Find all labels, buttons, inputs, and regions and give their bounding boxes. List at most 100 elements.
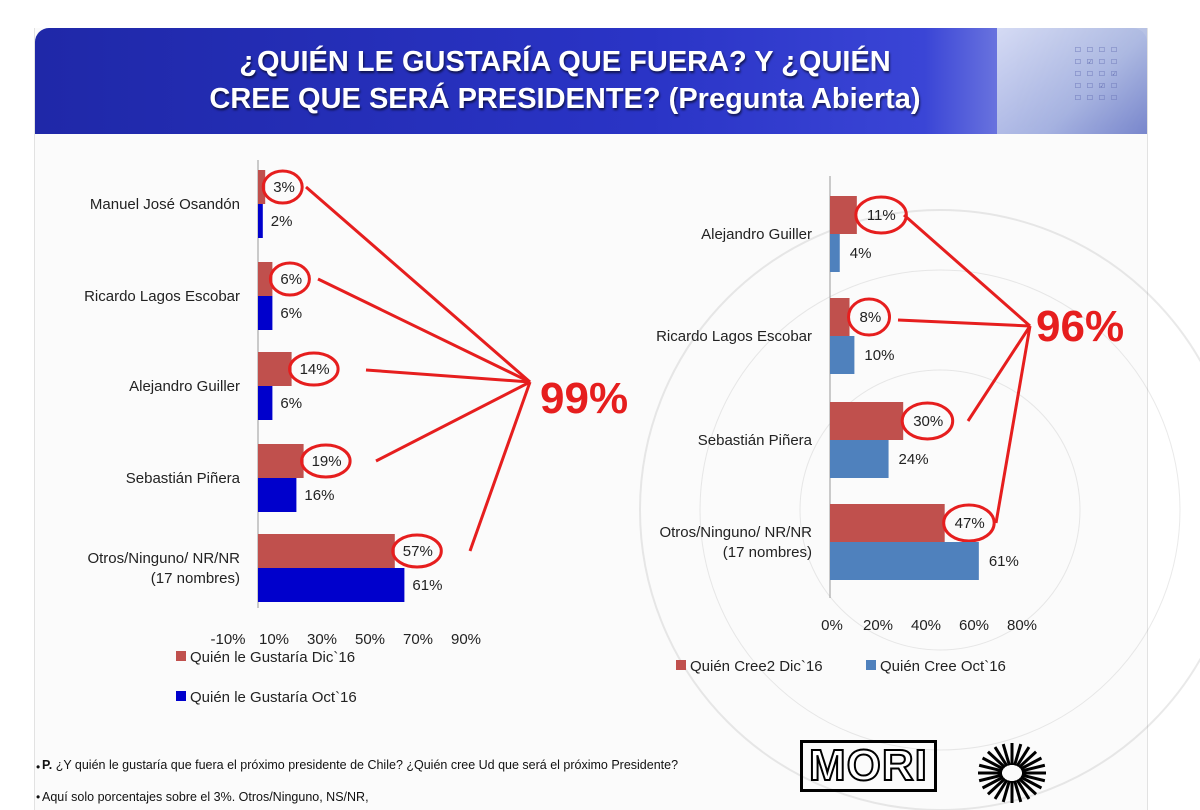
left-data-label-dic: 57%: [403, 543, 433, 560]
left-bar-dic: [258, 170, 266, 204]
right-bar-oct: [830, 440, 889, 478]
right-category-label: Alejandro Guiller: [701, 226, 812, 243]
mori-logo: MORI: [800, 740, 937, 792]
right-bar-oct: [830, 542, 979, 580]
background-compass: [639, 209, 1200, 810]
right-annotation-connector: [994, 325, 1032, 524]
left-legend-swatch-dic: [176, 651, 186, 661]
left-category-label: Manuel José Osandón: [90, 196, 240, 213]
right-bar-oct: [830, 234, 840, 272]
right-data-label-dic: 8%: [860, 309, 882, 326]
right-category-label: Sebastián Piñera: [698, 432, 813, 449]
left-bar-oct: [258, 296, 273, 330]
right-category-label: Otros/Ninguno/ NR/NR (17 nombres): [659, 524, 812, 561]
header-ballot-photo: ☐ ☐ ☐ ☐ ☐ ☑ ☐ ☐ ☐ ☐ ☐ ☑ ☐ ☐ ☑ ☐ ☐ ☐ ☐ ☐: [997, 28, 1147, 134]
right-data-label-oct: 10%: [864, 347, 894, 364]
slide: ☐ ☐ ☐ ☐ ☐ ☑ ☐ ☐ ☐ ☐ ☐ ☑ ☐ ☐ ☑ ☐ ☐ ☐ ☐ ☐ ¿QUI…: [34, 28, 1148, 810]
page-title: ¿QUIÉN LE GUSTARÍA QUE FUERA? Y ¿QUIÉN C…: [95, 44, 1035, 118]
left-highlight-circle: [288, 351, 340, 387]
left-bar-oct: [258, 568, 405, 602]
left-data-label-dic: 19%: [312, 453, 342, 470]
left-data-label-oct: 6%: [280, 305, 302, 322]
footer-bullet-1: •: [36, 760, 41, 774]
left-category-label: Sebastián Piñera: [126, 470, 241, 487]
right-x-tick-label: 20%: [863, 617, 893, 634]
left-bar-oct: [258, 478, 297, 512]
left-data-label-oct: 16%: [304, 487, 334, 504]
left-legend-label-dic: Quién le Gustaría Dic`16: [190, 649, 355, 666]
left-legend: Quién le Gustaría Dic`16 Quién le Gustar…: [176, 649, 357, 706]
right-x-tick-label: 80%: [1007, 617, 1037, 634]
left-highlight-circle: [261, 169, 304, 205]
right-annotation-connector: [897, 318, 1031, 328]
left-category-label: Alejandro Guiller: [129, 378, 240, 395]
left-annotation-connector: [317, 277, 531, 384]
right-total-annotation: 96%: [1036, 302, 1124, 351]
left-data-label-oct: 2%: [271, 213, 293, 230]
left-highlight-circle: [391, 533, 443, 569]
right-data-label-dic: 30%: [913, 413, 943, 430]
right-category-label: Ricardo Lagos Escobar: [656, 328, 812, 345]
header-banner: ☐ ☐ ☐ ☐ ☐ ☑ ☐ ☐ ☐ ☐ ☐ ☑ ☐ ☐ ☑ ☐ ☐ ☐ ☐ ☐ ¿QUI…: [35, 28, 1147, 134]
left-x-tick-label: 90%: [451, 631, 481, 648]
right-data-label-oct: 24%: [899, 451, 929, 468]
left-annotation-connector: [468, 381, 532, 552]
left-x-tick-label: 70%: [403, 631, 433, 648]
left-data-label-oct: 61%: [412, 577, 442, 594]
right-highlight-circle: [847, 297, 892, 337]
left-data-label-dic: 6%: [280, 271, 302, 288]
right-legend-swatch-dic: [676, 660, 686, 670]
right-annotation-connector: [966, 325, 1032, 422]
left-legend-swatch-oct: [176, 691, 186, 701]
left-annotation-connector: [305, 185, 531, 384]
right-x-tick-label: 0%: [821, 617, 843, 634]
mori-sun-icon: [978, 743, 1046, 803]
left-category-label: Otros/Ninguno/ NR/NR (17 nombres): [87, 550, 240, 587]
left-bar-dic: [258, 534, 395, 568]
right-bar-dic: [830, 196, 857, 234]
question-label: P.: [42, 758, 53, 772]
right-data-label-dic: 47%: [955, 515, 985, 532]
left-annotation-connector: [375, 380, 531, 463]
left-legend-label-oct: Quién le Gustaría Oct`16: [190, 689, 357, 706]
footnote-note: Aquí solo porcentajes sobre el 3%. Otros…: [42, 790, 369, 804]
left-highlight-circle: [268, 261, 311, 297]
left-bar-oct: [258, 386, 273, 420]
title-line-1: ¿QUIÉN LE GUSTARÍA QUE FUERA? Y ¿QUIÉN: [239, 46, 891, 78]
right-bar-dic: [830, 504, 945, 542]
right-legend: Quién Cree2 Dic`16 Quién Cree Oct`16: [676, 658, 1006, 675]
left-x-tick-label: 10%: [259, 631, 289, 648]
right-chart: Alejandro Guiller Ricardo Lagos Escobar Se…: [656, 176, 1037, 634]
left-annotation-connector: [365, 368, 531, 384]
right-data-label-oct: 61%: [989, 553, 1019, 570]
question-text: ¿Y quién le gustaría que fuera el próxim…: [55, 758, 679, 772]
title-line-2: CREE QUE SERÁ PRESIDENTE? (Pregunta Abie…: [209, 83, 921, 115]
footnote-question: P. ¿Y quién le gustaría que fuera el pró…: [42, 758, 782, 772]
right-x-tick-label: 40%: [911, 617, 941, 634]
left-x-tick-label: -10%: [210, 631, 245, 648]
left-bar-oct: [258, 204, 263, 238]
left-bar-dic: [258, 352, 292, 386]
left-data-label-dic: 3%: [273, 179, 295, 196]
left-chart: Manuel José Osandón Ricardo Lagos Escobar…: [84, 160, 481, 648]
left-total-annotation: 99%: [540, 374, 628, 423]
footer-bullet-2: •: [36, 790, 41, 804]
right-annotation-connector: [903, 213, 1031, 328]
left-data-label-dic: 14%: [300, 361, 330, 378]
right-data-label-oct: 4%: [850, 245, 872, 262]
right-highlight-circle: [854, 195, 908, 235]
left-data-label-oct: 6%: [280, 395, 302, 412]
right-bar-dic: [830, 402, 904, 440]
right-bar-dic: [830, 298, 850, 336]
left-x-tick-label: 30%: [307, 631, 337, 648]
left-bar-dic: [258, 444, 304, 478]
right-x-tick-label: 60%: [959, 617, 989, 634]
right-data-label-dic: 11%: [867, 207, 896, 224]
right-legend-label-dic: Quién Cree2 Dic`16: [690, 658, 823, 675]
right-legend-swatch-oct: [866, 660, 876, 670]
left-bar-dic: [258, 262, 273, 296]
left-highlight-circle: [300, 443, 352, 479]
right-bar-oct: [830, 336, 855, 374]
right-highlight-circle: [942, 503, 996, 543]
